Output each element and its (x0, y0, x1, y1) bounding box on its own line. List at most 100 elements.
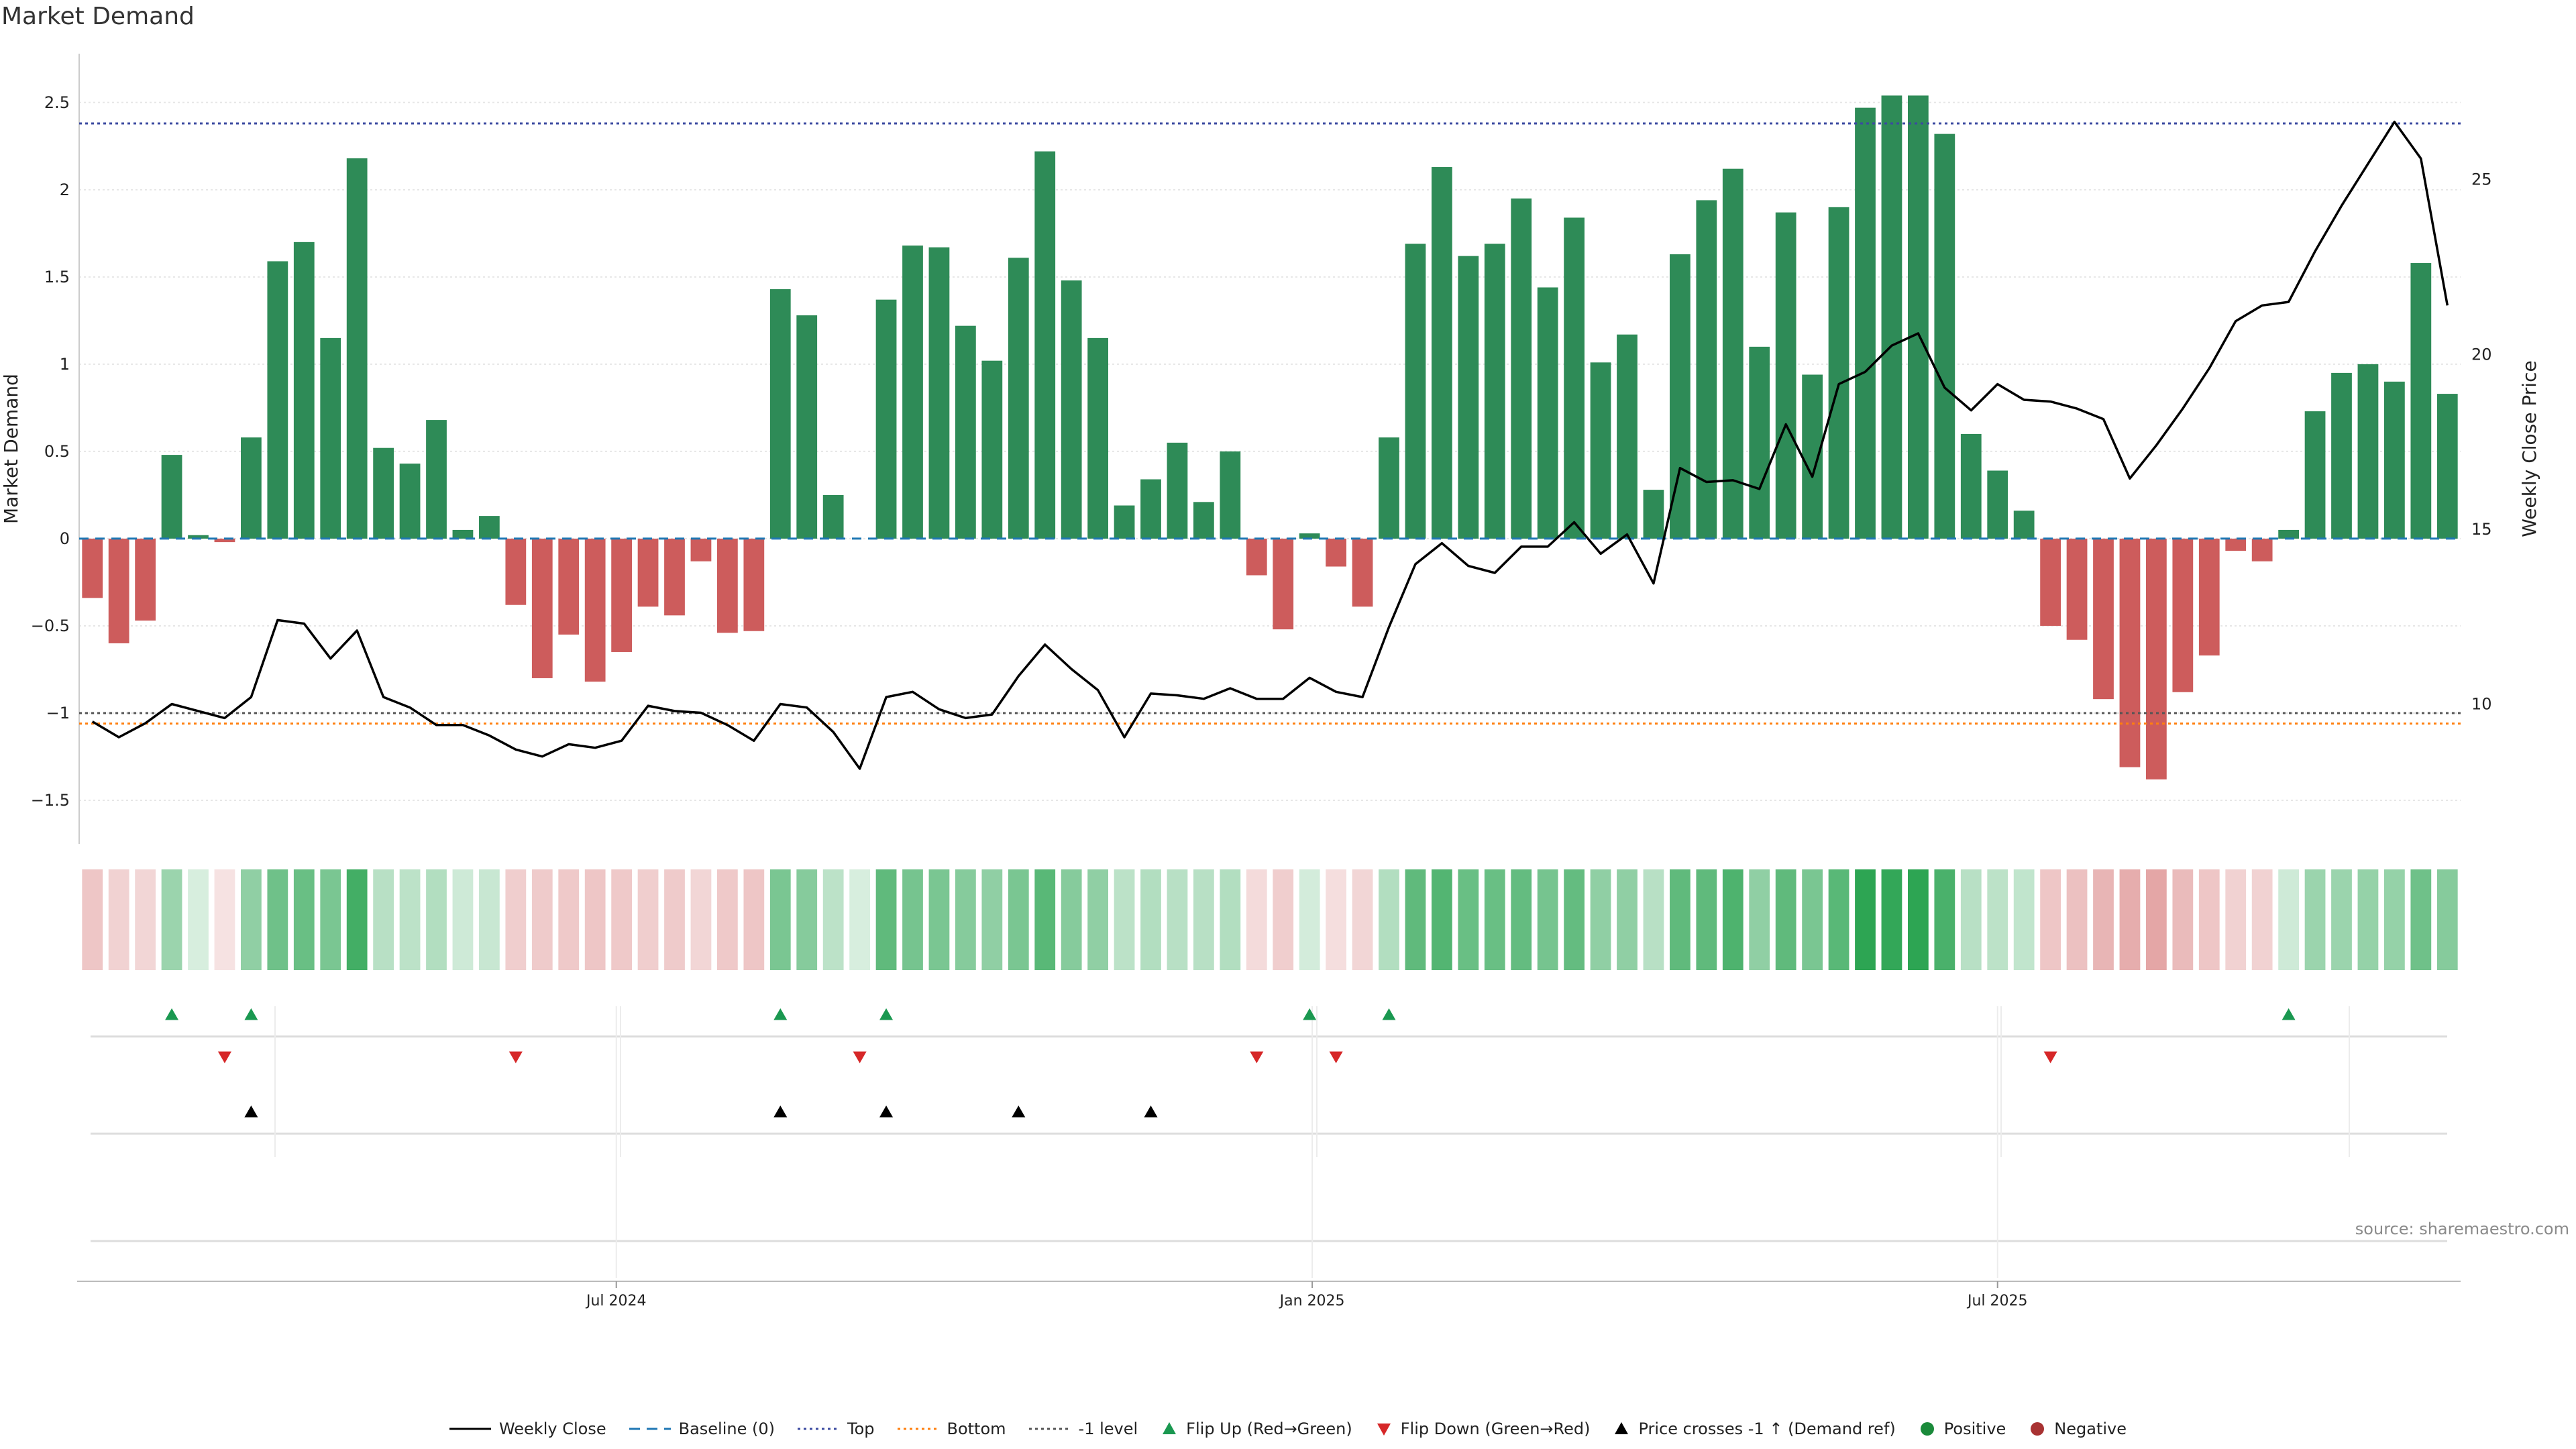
heat-cell (2251, 869, 2273, 970)
bar-positive (1564, 217, 1585, 539)
triangle-up-icon (1161, 1420, 1178, 1438)
heat-cell (822, 869, 844, 970)
flip-down-marker (1250, 1051, 1264, 1063)
heat-cell (1326, 869, 1346, 970)
heat-cell (1167, 869, 1188, 970)
bar-negative (584, 538, 606, 682)
bar-positive (955, 325, 976, 539)
heat-cell (1828, 869, 1849, 970)
heat-cell (2225, 869, 2247, 970)
bar-positive (902, 246, 923, 539)
heat-cell (2093, 869, 2114, 970)
bar-positive (1934, 133, 1955, 539)
bar-positive (1643, 490, 1664, 539)
bar-negative (531, 538, 553, 678)
heat-cell (108, 869, 129, 970)
bar-negative (2225, 538, 2247, 551)
bar-positive (2304, 411, 2326, 539)
price-cross-marker (1144, 1106, 1158, 1118)
heat-cell (373, 869, 394, 970)
bar-positive (346, 158, 368, 539)
bar-positive (241, 437, 262, 539)
legend-item: Flip Down (Green→Red) (1375, 1419, 1591, 1438)
bar-positive (2410, 263, 2432, 539)
bar-negative (664, 538, 685, 616)
heat-cell (241, 869, 262, 970)
bar-negative (2066, 538, 2088, 640)
heat-cell (1670, 869, 1690, 970)
bar-positive (2436, 394, 2458, 539)
bar-negative (2093, 538, 2114, 700)
legend-label: Bottom (947, 1419, 1006, 1438)
heat-cell (584, 869, 606, 970)
heat-cell (1564, 869, 1585, 970)
heat-cell (1458, 869, 1479, 970)
bar-positive (822, 494, 844, 539)
heat-cell (1193, 869, 1214, 970)
bar-negative (1246, 538, 1267, 576)
weekly-close-line (91, 120, 2449, 770)
bar-positive (1960, 433, 1982, 539)
bar-positive (1193, 502, 1214, 539)
heat-cell (214, 869, 235, 970)
heat-cell (2304, 869, 2326, 970)
bar-positive (796, 315, 818, 539)
y-tick-label: 2 (60, 180, 70, 199)
heat-cell (637, 869, 659, 970)
heat-cell (664, 869, 685, 970)
bar-negative (82, 538, 103, 598)
flip-down-marker (853, 1051, 867, 1063)
bar-negative (743, 538, 765, 631)
heat-cell (690, 869, 712, 970)
heat-cell (2040, 869, 2061, 970)
heat-cell (267, 869, 288, 970)
heat-cell (1802, 869, 1823, 970)
heat-cell (2146, 869, 2167, 970)
legend-item: Baseline (0) (629, 1419, 775, 1438)
heat-cell (2410, 869, 2432, 970)
legend-label: Flip Down (Green→Red) (1400, 1419, 1591, 1438)
bar-negative (558, 538, 580, 635)
bar-negative (2172, 538, 2194, 692)
legend: Weekly Close Baseline (0) Top Bottom -1 leve… (0, 1419, 2576, 1438)
heat-cell (558, 869, 580, 970)
heat-cell (2331, 869, 2352, 970)
bar-positive (1670, 254, 1690, 539)
flip-down-marker (1329, 1051, 1343, 1063)
source-note: source: sharemaestro.com (2355, 1220, 2569, 1238)
bar-positive (928, 247, 950, 539)
bar-negative (2040, 538, 2061, 626)
bar-negative (611, 538, 632, 652)
heat-cell (426, 869, 447, 970)
heat-cell (1246, 869, 1267, 970)
heat-cell (2278, 869, 2299, 970)
bar-positive (2357, 364, 2379, 539)
bar-positive (1802, 374, 1823, 539)
heat-cell (2384, 869, 2405, 970)
bar-positive (373, 447, 394, 539)
bar-positive (1828, 207, 1849, 539)
y-tick-label: 2.5 (44, 93, 70, 112)
bar-positive (320, 337, 341, 539)
heat-cell (82, 869, 103, 970)
bar-negative (1273, 538, 1294, 630)
legend-item: Price crosses -1 ↑ (Demand ref) (1613, 1419, 1896, 1438)
bar-positive (1299, 533, 1320, 539)
circle-icon (2029, 1420, 2046, 1438)
bar-negative (1352, 538, 1373, 607)
heat-cell (2013, 869, 2035, 970)
bar-negative (2146, 538, 2167, 780)
bar-positive (1881, 95, 1902, 539)
heat-cell (1405, 869, 1426, 970)
flip-up-marker (244, 1008, 258, 1020)
flip-up-marker (879, 1008, 894, 1020)
heat-cell (1749, 869, 1770, 970)
heat-cell (1034, 869, 1056, 970)
bar-positive (875, 299, 897, 539)
legend-item: Flip Up (Red→Green) (1161, 1419, 1352, 1438)
bar-negative (2198, 538, 2220, 656)
heat-cell (743, 869, 765, 970)
bar-positive (2013, 511, 2035, 539)
heat-cell (293, 869, 315, 970)
